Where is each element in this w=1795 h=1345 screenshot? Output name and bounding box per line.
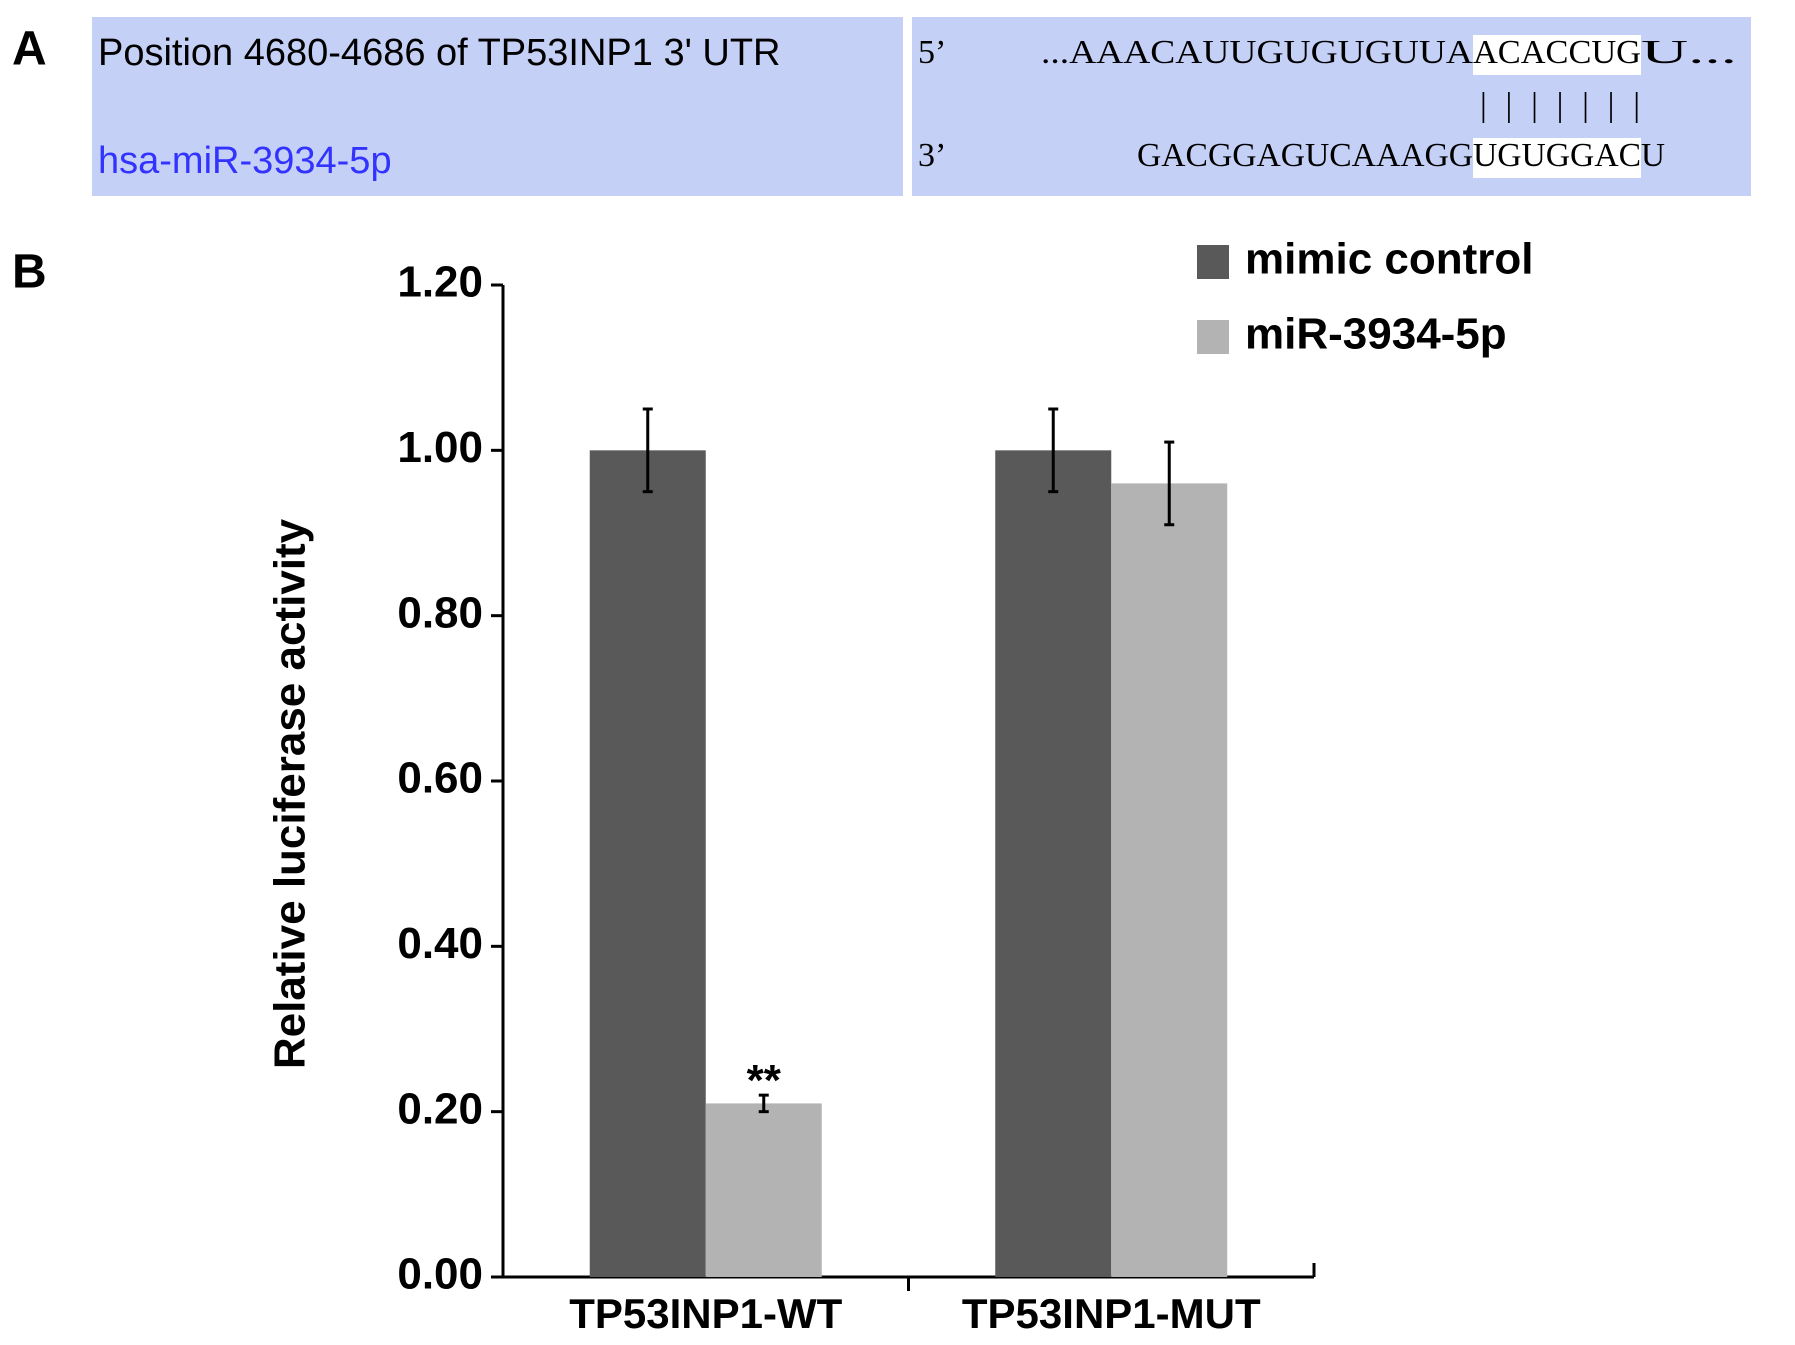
- panel-label: B: [12, 246, 47, 299]
- panel-label: A: [12, 23, 47, 76]
- x-tick-label: TP53INP1-MUT: [962, 1290, 1261, 1337]
- x-tick-label: TP53INP1-WT: [569, 1290, 842, 1337]
- y-tick-label: 0.80: [397, 588, 483, 637]
- bar: [995, 450, 1112, 1277]
- sequence: ...AAACAUUGUGUGUUA: [1041, 34, 1473, 71]
- y-axis-label: Relative luciferase activity: [266, 518, 315, 1069]
- sequence: U: [1641, 137, 1665, 174]
- seed-highlight: [1473, 35, 1641, 75]
- sequence: GACGGAGUCAAAGG: [1137, 137, 1473, 174]
- legend-swatch: [1197, 320, 1229, 354]
- alignment: ...AAACAUUGUGUGUUA ACACCUG U... GACGGAGUCAA…: [1041, 34, 1737, 178]
- bar: [705, 1103, 822, 1277]
- bar: [589, 450, 706, 1277]
- pairing: |||||||: [1480, 87, 1640, 124]
- chart: 0.00 0.20 0.40 0.60 0.80 1.00 1.20 Relative luc…: [266, 235, 1534, 1337]
- y-tick-label: 0.40: [397, 919, 483, 968]
- y-tick-label: 1.00: [397, 423, 483, 472]
- error-bar: [1164, 440, 1175, 527]
- y-tick-label: 0.20: [397, 1084, 483, 1133]
- legend-label: mimic control: [1245, 235, 1534, 284]
- significance-label: **: [747, 1056, 782, 1105]
- utr-label: Position 4680-4686 of TP53INP1 3' UTR: [98, 32, 781, 74]
- strand-end: 5’: [918, 34, 946, 71]
- y-tick-label: 0.00: [397, 1250, 483, 1299]
- legend-swatch: [1197, 245, 1229, 279]
- error-bar: [1048, 407, 1059, 494]
- mirna-label: hsa-miR-3934-5p: [98, 140, 392, 182]
- sequence: ACACCUG: [1473, 34, 1641, 71]
- error-bar: [758, 1093, 769, 1114]
- strand-end: 3’: [918, 137, 946, 174]
- error-bar: [642, 407, 653, 494]
- y-tick-label: 1.20: [397, 258, 483, 307]
- sequence: UGUGGAC: [1473, 137, 1641, 174]
- legend-label: miR-3934-5p: [1245, 310, 1507, 359]
- bar: [1111, 483, 1228, 1277]
- y-tick-label: 0.60: [397, 754, 483, 803]
- label-box: [92, 17, 903, 196]
- sequence: U...: [1641, 34, 1737, 71]
- seed-highlight: [1473, 138, 1641, 178]
